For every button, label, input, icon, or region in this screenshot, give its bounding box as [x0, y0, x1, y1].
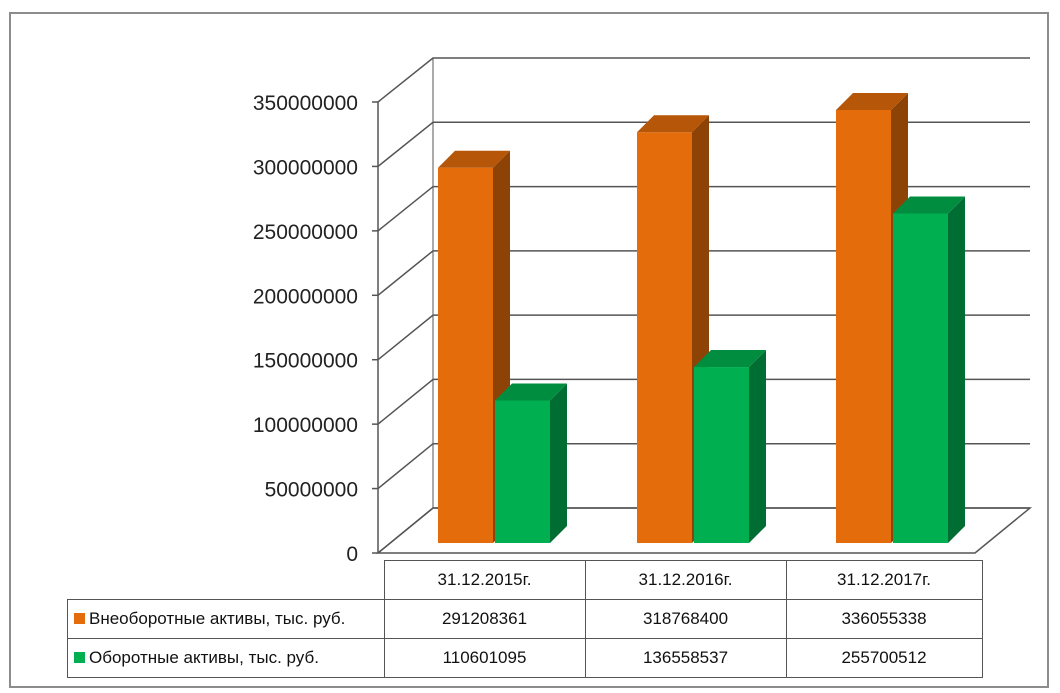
gridline — [377, 314, 1030, 361]
table-header-row: 31.12.2015г. 31.12.2016г. 31.12.2017г. — [67, 560, 983, 600]
bar-front — [495, 400, 550, 543]
data-label: 255700512 — [785, 638, 983, 678]
legend-entry: Внеоборотные активы, тыс. руб. — [67, 599, 385, 639]
bar — [893, 196, 965, 543]
bar-top — [694, 350, 766, 368]
table-corner — [67, 560, 385, 600]
category-label: 31.12.2015г. — [383, 560, 586, 600]
category-label: 31.12.2016г. — [584, 560, 787, 600]
gridline — [377, 442, 1030, 490]
table-row: Внеоборотные активы, тыс. руб. 291208361… — [67, 599, 983, 639]
y-tick-label: 350000000 — [253, 92, 358, 115]
y-tick-label: 0 — [346, 543, 358, 566]
y-axis-ticks: 0 50000000 100000000 150000000 200000000 2500… — [253, 92, 358, 566]
legend-swatch — [74, 652, 85, 663]
bar-front — [637, 132, 692, 543]
bars — [438, 92, 965, 544]
bar-top — [637, 115, 709, 133]
bar — [694, 350, 766, 543]
bar-top — [438, 150, 510, 168]
gridline — [377, 57, 1030, 103]
bar-top — [893, 196, 965, 214]
y-tick-label: 250000000 — [253, 221, 358, 244]
bar-side — [948, 196, 965, 543]
bar-top — [495, 383, 567, 401]
bar-front — [836, 109, 891, 544]
data-label: 336055338 — [785, 599, 983, 639]
gridline — [377, 378, 1030, 425]
y-tick-label: 200000000 — [253, 285, 358, 308]
data-table: 31.12.2015г. 31.12.2016г. 31.12.2017г. В… — [67, 560, 983, 678]
bar-front — [694, 367, 749, 543]
gridlines — [372, 57, 1030, 554]
y-tick-label: 150000000 — [253, 350, 358, 373]
bar-front — [438, 167, 493, 543]
y-tick-label: 50000000 — [265, 479, 358, 502]
bar-top — [836, 92, 908, 110]
y-tick-label: 100000000 — [253, 414, 358, 437]
data-label: 110601095 — [383, 638, 586, 678]
gridline — [377, 121, 1030, 168]
series-name: Внеоборотные активы, тыс. руб. — [89, 609, 346, 628]
gridline — [377, 250, 1030, 296]
data-label: 291208361 — [383, 599, 586, 639]
bar — [438, 150, 510, 543]
bar-front — [893, 213, 948, 543]
category-label: 31.12.2017г. — [785, 560, 983, 600]
bar-side — [550, 383, 567, 543]
y-tick-label: 300000000 — [253, 156, 358, 179]
bar-side — [749, 350, 766, 543]
legend-entry: Оборотные активы, тыс. руб. — [67, 638, 385, 678]
data-label: 136558537 — [584, 638, 787, 678]
gridline — [377, 185, 1030, 232]
gridline — [377, 507, 1030, 554]
legend-swatch — [74, 613, 85, 624]
data-label: 318768400 — [584, 599, 787, 639]
table-row: Оборотные активы, тыс. руб. 110601095 13… — [67, 638, 983, 678]
bar — [495, 383, 567, 543]
series-name: Оборотные активы, тыс. руб. — [89, 648, 319, 667]
